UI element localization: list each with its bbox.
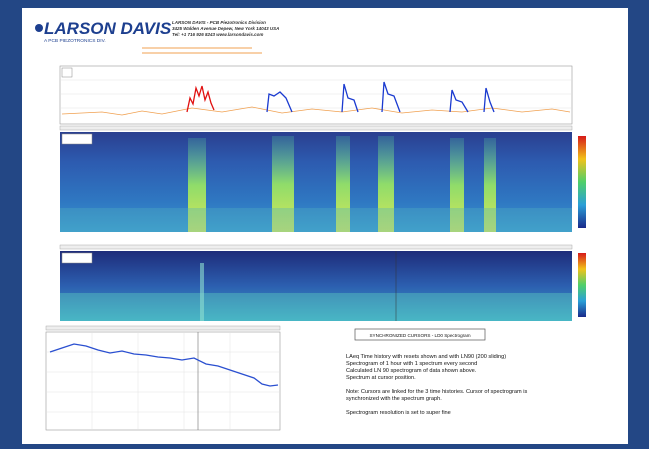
spectrogram-band xyxy=(200,263,204,321)
logo-mark xyxy=(35,24,43,32)
cursor-box xyxy=(62,68,72,77)
time-history-chart xyxy=(60,66,572,124)
note-line: Calculated LN 90 spectrogram of data sho… xyxy=(346,368,477,374)
report: LARSON DAVIS A PCB PIEZOTRONICS DIV. LAR… xyxy=(22,8,628,444)
color-scale xyxy=(578,136,586,228)
sync-cursors-label: SYNCHRONIZED CURSORS - LD0 Spectrogram xyxy=(369,333,470,338)
note-line: Spectrogram resolution is set to super f… xyxy=(346,410,451,416)
page-root: LARSON DAVIS A PCB PIEZOTRONICS DIV. LAR… xyxy=(0,0,649,449)
cursor-box xyxy=(62,253,92,263)
cursor-box xyxy=(62,134,92,144)
chart-caption-bar xyxy=(60,126,572,130)
note-line: LAeq Time history with resets shown and … xyxy=(346,354,506,360)
notes: LAeq Time history with resets shown and … xyxy=(346,354,527,416)
chart-caption-bar xyxy=(60,245,572,249)
contact: Tel: +1 716 926 8243 www.larsondavis.com xyxy=(172,32,263,37)
spectrum-chart xyxy=(46,332,280,430)
note-line: Spectrogram of 1 hour with 1 spectrum ev… xyxy=(346,361,477,367)
address: 3425 Walden Avenue Depew, New York 14043… xyxy=(172,26,279,31)
company: LARSON DAVIS - PCB Piezotronics Division xyxy=(172,20,266,25)
logo: LARSON DAVIS xyxy=(44,19,172,38)
note-line: Spectrum at cursor position. xyxy=(346,375,416,381)
color-scale xyxy=(578,253,586,317)
document-page: LARSON DAVIS A PCB PIEZOTRONICS DIV. LAR… xyxy=(22,8,628,444)
note-line: Note: Cursors are linked for the 3 time … xyxy=(346,389,527,395)
note-line: synchronized with the spectrum graph. xyxy=(346,396,442,402)
spectrogram-band xyxy=(60,293,572,321)
logo-subtitle: A PCB PIEZOTRONICS DIV. xyxy=(44,38,106,44)
chart-caption-bar xyxy=(46,326,280,330)
